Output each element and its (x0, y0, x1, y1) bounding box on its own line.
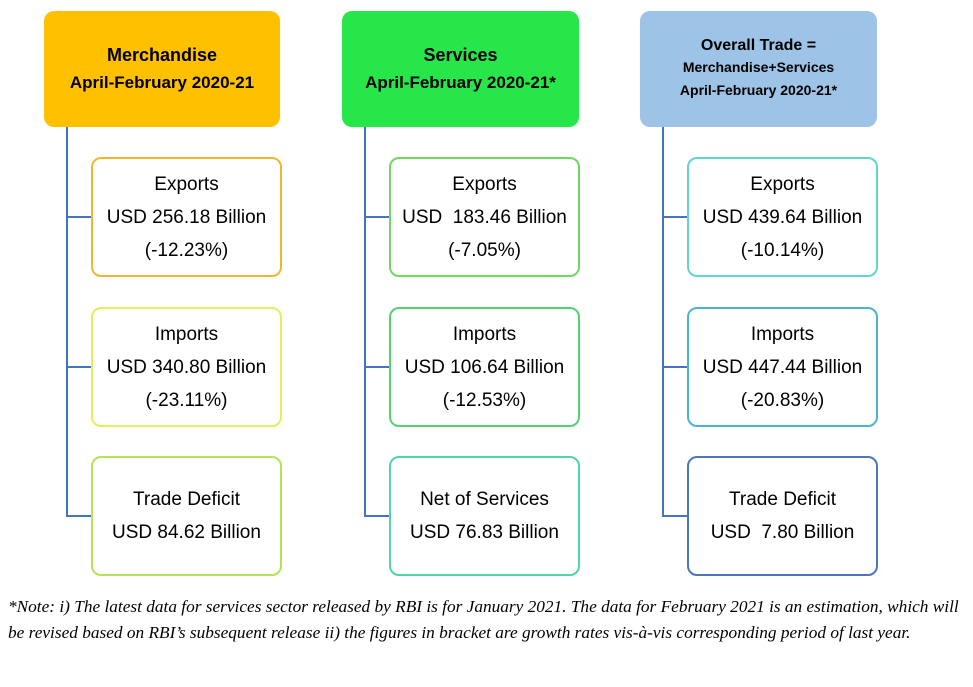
connector-vertical (364, 127, 366, 517)
box-value: USD 106.64 Billion (404, 356, 565, 378)
services-imports-box: Imports USD 106.64 Billion (-12.53%) (389, 307, 580, 427)
header-title: Merchandise (106, 45, 218, 65)
box-value: USD 439.64 Billion (702, 206, 863, 228)
connector-to-imports (66, 366, 92, 368)
box-value: USD 7.80 Billion (710, 522, 855, 543)
connector-vertical (662, 127, 664, 517)
connector-to-deficit (66, 515, 92, 517)
box-value: USD 84.62 Billion (112, 522, 261, 543)
box-growth: (-10.14%) (740, 239, 825, 261)
connector-to-imports (364, 366, 390, 368)
services-column: Services April-February 2020-21* Exports… (342, 11, 580, 576)
header-period: April-February 2020-21* (679, 82, 838, 98)
box-label: Imports (750, 323, 815, 345)
overall-deficit-box: Trade Deficit USD 7.80 Billion (687, 456, 878, 576)
services-header: Services April-February 2020-21* (342, 11, 579, 127)
services-exports-box: Exports USD 183.46 Billion (-7.05%) (389, 157, 580, 277)
merchandise-column: Merchandise April-February 2020-21 Expor… (44, 11, 282, 576)
footnote: *Note: i) The latest data for services s… (8, 597, 959, 642)
header-subtitle: Merchandise+Services (682, 59, 835, 75)
merchandise-exports-box: Exports USD 256.18 Billion (-12.23%) (91, 157, 282, 277)
box-label: Exports (452, 173, 517, 195)
services-net-box: Net of Services USD 76.83 Billion (389, 456, 580, 576)
overall-exports-box: Exports USD 439.64 Billion (-10.14%) (687, 157, 878, 277)
box-value: USD 340.80 Billion (106, 356, 267, 378)
box-value: USD 256.18 Billion (106, 206, 267, 228)
merchandise-imports-box: Imports USD 340.80 Billion (-23.11%) (91, 307, 282, 427)
connector-to-imports (662, 366, 688, 368)
overall-column: Overall Trade = Merchandise+Services Apr… (640, 11, 878, 576)
box-label: Exports (154, 173, 219, 195)
box-value: USD 447.44 Billion (702, 356, 863, 378)
connector-vertical (66, 127, 68, 517)
overall-header: Overall Trade = Merchandise+Services Apr… (640, 11, 877, 127)
box-label: Net of Services (420, 489, 549, 510)
box-growth: (-12.23%) (144, 239, 229, 261)
connector-to-deficit (662, 515, 688, 517)
box-growth: (-20.83%) (740, 389, 825, 411)
merchandise-deficit-box: Trade Deficit USD 84.62 Billion (91, 456, 282, 576)
box-growth: (-12.53%) (442, 389, 527, 411)
box-label: Trade Deficit (133, 489, 240, 510)
box-value: USD 76.83 Billion (410, 522, 559, 543)
header-title: Services (423, 45, 498, 65)
merchandise-header: Merchandise April-February 2020-21 (44, 11, 280, 127)
box-label: Imports (154, 323, 219, 345)
box-growth: (-23.11%) (145, 389, 228, 411)
box-label: Trade Deficit (729, 489, 836, 510)
box-label: Imports (452, 323, 517, 345)
box-value: USD 183.46 Billion (402, 206, 567, 228)
connector-to-exports (364, 216, 390, 218)
box-growth: (-7.05%) (448, 239, 521, 261)
header-period: April-February 2020-21 (69, 73, 255, 92)
box-label: Exports (750, 173, 815, 195)
connector-to-exports (662, 216, 688, 218)
connector-to-exports (66, 216, 92, 218)
connector-to-net (364, 515, 390, 517)
header-period: April-February 2020-21* (365, 73, 556, 92)
header-title: Overall Trade = (700, 37, 817, 54)
overall-imports-box: Imports USD 447.44 Billion (-20.83%) (687, 307, 878, 427)
